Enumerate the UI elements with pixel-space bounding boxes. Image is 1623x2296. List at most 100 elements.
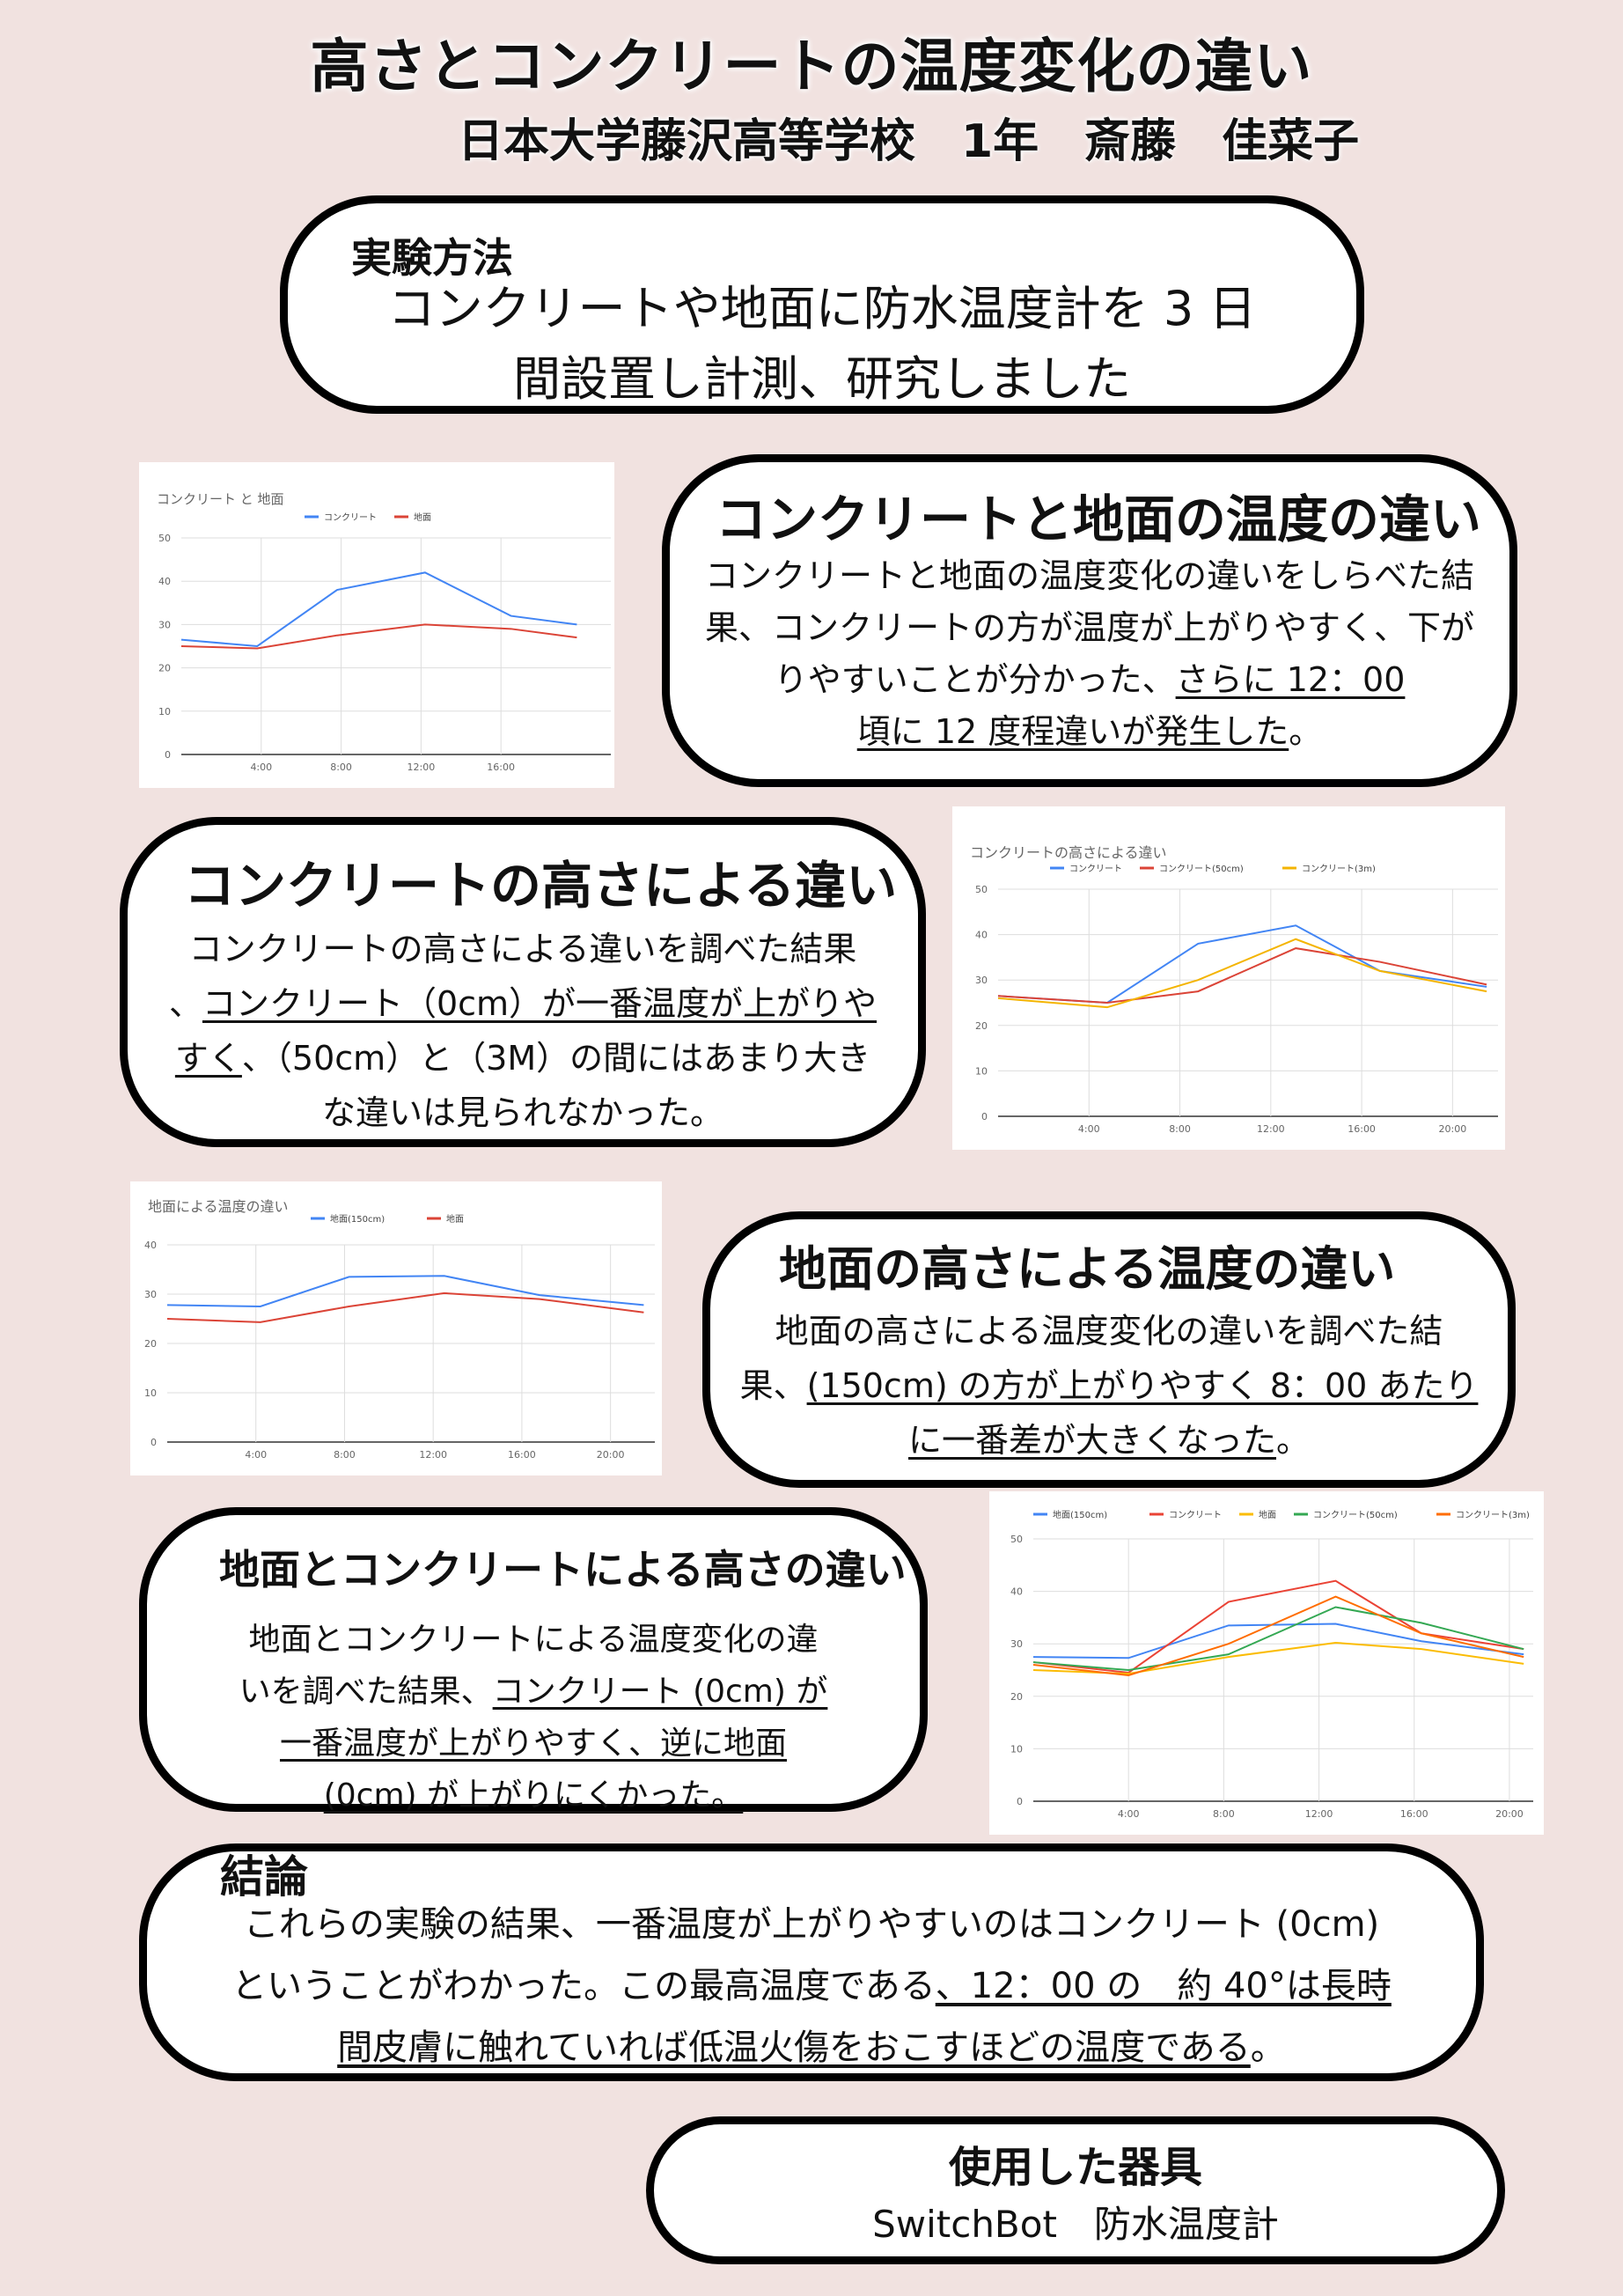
series-line bbox=[166, 1275, 644, 1308]
chart-ground-heights: 地面による温度の違い地面(150cm) 地面 0 10 20 30 40 4:00 8:00 12… bbox=[130, 1181, 662, 1475]
conclusion-heading: 結論 bbox=[220, 1851, 308, 1902]
section4-heading: 地面とコンクリートによる高さの違い bbox=[219, 1546, 907, 1593]
section3-line-2b: (150cm) の方が上がりやすく 8：00 あたり bbox=[806, 1366, 1479, 1405]
legend-label: 地面 bbox=[446, 1213, 464, 1225]
series-line bbox=[1032, 1579, 1524, 1674]
y-tick-label: 30 bbox=[975, 975, 988, 986]
conclusion-line-2: ということがわかった。この最高温度である、12：00 の 約 40°は長時 bbox=[147, 1955, 1476, 2017]
section3-text: 地面の高さによる温度変化の違いを調べた結 果、(150cm) の方が上がりやすく… bbox=[710, 1304, 1508, 1468]
x-tick-label: 16:00 bbox=[487, 762, 515, 773]
chart-4-svg: 地面(150cm) コンクリート 地面 コンクリート(50cm) コンクリート(3m) 0… bbox=[1010, 1509, 1533, 1820]
equipment-text-wrap: 使用した器具 SwitchBot 防水温度計 bbox=[654, 2138, 1497, 2253]
y-tick-label: 40 bbox=[975, 930, 988, 941]
section1-line-3b: さらに 12：00 bbox=[1175, 660, 1406, 699]
section4-box: 地面とコンクリートによる高さの違い 地面とコンクリートによる温度変化の違 いを調… bbox=[139, 1507, 928, 1814]
section4-line-2: いを調べた結果、コンクリート (0cm) が bbox=[147, 1666, 920, 1718]
x-tick-label: 4:00 bbox=[1078, 1123, 1100, 1135]
conclusion-line-2b: 、12：00 の 約 40°は長時 bbox=[935, 1966, 1392, 2006]
conclusion-line-3: 間皮膚に触れていれば低温火傷をおこすほどの温度である。 bbox=[147, 2017, 1476, 2079]
conclusion-line-1: これらの実験の結果、一番温度が上がりやすいのはコンクリート (0cm) bbox=[243, 1904, 1380, 1945]
y-tick-label: 20 bbox=[975, 1020, 988, 1032]
method-box: 実験方法 コンクリートや地面に防水温度計を 3 日 間設置し計測、研究しました bbox=[280, 195, 1364, 414]
section1-text: コンクリートと地面の温度変化の違いをしらべた結 果、コンクリートの方が温度が上が… bbox=[670, 550, 1509, 758]
equipment-heading: 使用した器具 bbox=[948, 2143, 1202, 2192]
series-line bbox=[180, 623, 577, 650]
section2-line-3a: すく bbox=[174, 1039, 242, 1078]
legend-label: 地面(150cm) bbox=[330, 1213, 385, 1225]
legend-label: コンクリート(3m) bbox=[1302, 864, 1376, 874]
y-tick-label: 20 bbox=[1010, 1691, 1023, 1703]
section2-text: コンクリートの高さによる違いを調べた結果 、コンクリート（0cm）が一番温度が上… bbox=[128, 922, 918, 1140]
y-tick-label: 0 bbox=[981, 1111, 988, 1122]
legend-label: コンクリート(3m) bbox=[1456, 1510, 1530, 1520]
equipment-text: SwitchBot 防水温度計 bbox=[872, 2203, 1279, 2246]
y-tick-label: 50 bbox=[1010, 1534, 1023, 1545]
x-tick-label: 8:00 bbox=[334, 1449, 356, 1461]
section4-line-2b: コンクリート (0cm) が bbox=[492, 1674, 828, 1710]
y-tick-label: 10 bbox=[975, 1065, 988, 1077]
x-tick-label: 16:00 bbox=[1400, 1808, 1428, 1820]
series-line bbox=[997, 924, 1487, 1004]
conclusion-text: これらの実験の結果、一番温度が上がりやすいのはコンクリート (0cm) というこ… bbox=[147, 1894, 1476, 2079]
x-tick-label: 12:00 bbox=[1257, 1123, 1285, 1135]
method-text: コンクリートや地面に防水温度計を 3 日 間設置し計測、研究しました bbox=[288, 274, 1356, 415]
section3-line-1: 地面の高さによる温度変化の違いを調べた結 bbox=[775, 1312, 1443, 1350]
y-tick-label: 50 bbox=[158, 533, 171, 544]
y-tick-label: 40 bbox=[158, 576, 171, 587]
section2-line-3: すく、（50cm）と（3M）の間にはあまり大き bbox=[128, 1031, 918, 1085]
conclusion-box: これらの実験の結果、一番温度が上がりやすいのはコンクリート (0cm) というこ… bbox=[139, 1843, 1484, 2081]
y-tick-label: 10 bbox=[158, 706, 171, 718]
legend-label: コンクリート bbox=[1169, 1510, 1222, 1520]
section1-line-4a: 頃に 12 度程違いが発生した bbox=[856, 712, 1289, 751]
conclusion-line-2a: ということがわかった。この最高温度である bbox=[231, 1966, 936, 2006]
y-tick-label: 20 bbox=[144, 1338, 157, 1350]
page-title: 高さとコンクリートの温度変化の違い bbox=[310, 33, 1313, 100]
author-line: 日本大学藤沢高等学校 1年 斎藤 佳菜子 bbox=[458, 115, 1360, 168]
section3-box: 地面の高さによる温度の違い 地面の高さによる温度変化の違いを調べた結 果、(15… bbox=[702, 1211, 1516, 1488]
series-line bbox=[166, 1292, 644, 1323]
legend-label: コンクリート bbox=[1069, 864, 1122, 874]
y-tick-label: 0 bbox=[151, 1437, 157, 1448]
section2-box: コンクリートの高さによる違い コンクリートの高さによる違いを調べた結果 、コンク… bbox=[120, 817, 926, 1147]
x-tick-label: 12:00 bbox=[419, 1449, 447, 1461]
legend-label: コンクリート(50cm) bbox=[1313, 1510, 1398, 1520]
section2-line-2a: 、 bbox=[168, 984, 202, 1023]
section4-line-2a: いを調べた結果、 bbox=[239, 1674, 493, 1710]
chart-all-series: 地面(150cm) コンクリート 地面 コンクリート(50cm) コンクリート(3m) 0… bbox=[989, 1491, 1544, 1835]
x-tick-label: 16:00 bbox=[508, 1449, 536, 1461]
x-tick-label: 4:00 bbox=[250, 762, 272, 773]
series-line bbox=[1032, 1606, 1524, 1672]
equipment-box: 使用した器具 SwitchBot 防水温度計 bbox=[646, 2116, 1505, 2264]
section2-line-4: な違いは見られなかった。 bbox=[321, 1093, 723, 1132]
legend-label: 地面(150cm) bbox=[1053, 1509, 1107, 1520]
series-line bbox=[1032, 1623, 1524, 1659]
chart-title: 地面による温度の違い bbox=[148, 1198, 289, 1215]
y-tick-label: 30 bbox=[1010, 1638, 1023, 1650]
x-tick-label: 8:00 bbox=[330, 762, 352, 773]
section4-text: 地面とコンクリートによる温度変化の違 いを調べた結果、コンクリート (0cm) … bbox=[147, 1614, 920, 1821]
section3-line-3b: 。 bbox=[1276, 1421, 1311, 1460]
y-tick-label: 40 bbox=[144, 1240, 157, 1251]
y-tick-label: 10 bbox=[144, 1387, 157, 1399]
x-tick-label: 4:00 bbox=[245, 1449, 267, 1461]
section2-line-2b: コンクリート（0cm）が一番温度が上がりや bbox=[202, 984, 878, 1023]
series-line bbox=[180, 571, 577, 648]
x-tick-label: 8:00 bbox=[1169, 1123, 1191, 1135]
section1-line-3a: りやすいことが分かった、 bbox=[774, 660, 1176, 699]
conclusion-line-3a: 間皮膚に触れていれば低温火傷をおこすほどの温度である bbox=[337, 2027, 1251, 2068]
section3-line-3: に一番差が大きくなった。 bbox=[710, 1413, 1508, 1468]
y-tick-label: 50 bbox=[975, 884, 988, 895]
section2-line-3b: 、（50cm）と（3M）の間にはあまり大き bbox=[241, 1039, 871, 1078]
legend-label: コンクリート bbox=[324, 512, 377, 523]
legend-label: コンクリート(50cm) bbox=[1159, 864, 1244, 874]
y-tick-label: 30 bbox=[144, 1289, 157, 1300]
method-line-2: 間設置し計測、研究しました bbox=[513, 351, 1131, 407]
x-tick-label: 4:00 bbox=[1118, 1808, 1140, 1820]
section1-line-3: りやすいことが分かった、さらに 12：00 bbox=[670, 654, 1509, 706]
section1-box: コンクリートと地面の温度の違い コンクリートと地面の温度変化の違いをしらべた結 … bbox=[662, 454, 1517, 787]
x-tick-label: 20:00 bbox=[1439, 1123, 1467, 1135]
section4-line-3: 一番温度が上がりやすく、逆に地面 bbox=[279, 1726, 787, 1762]
